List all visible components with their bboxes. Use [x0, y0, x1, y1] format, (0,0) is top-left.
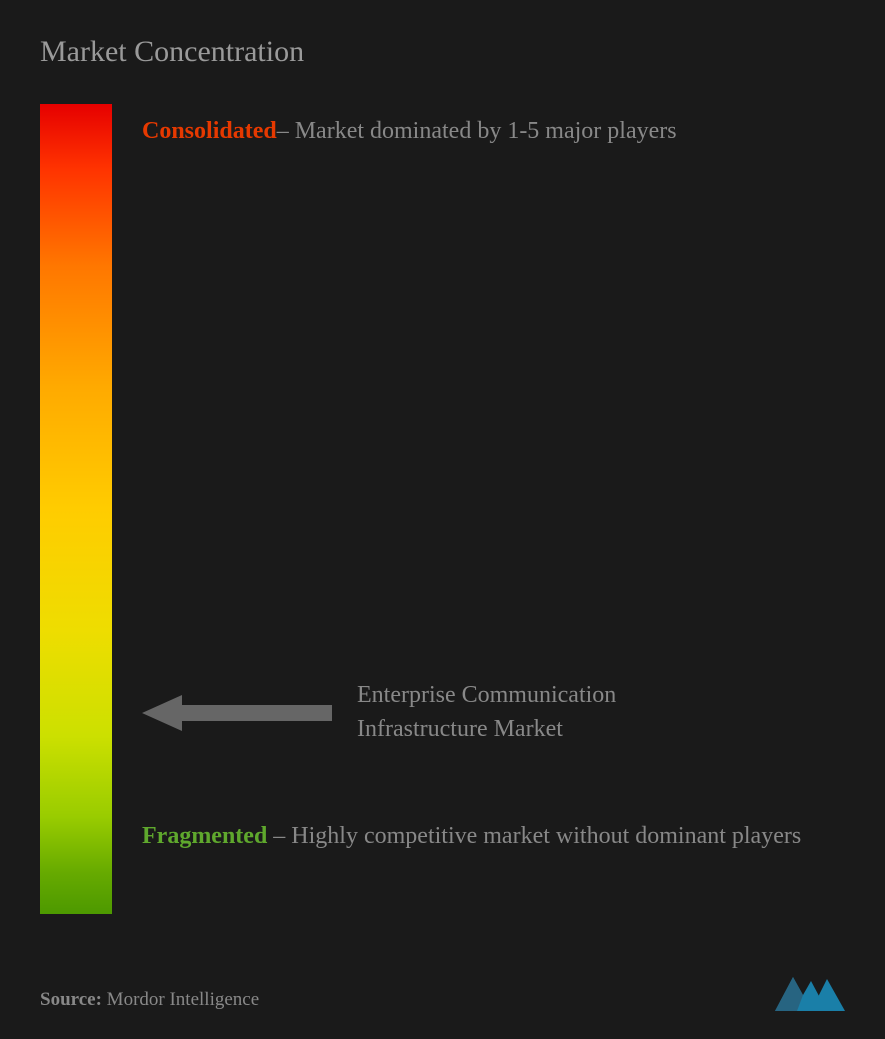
market-name-label: Enterprise Communication Infrastructure …: [357, 679, 737, 746]
footer: Source: Mordor Intelligence: [40, 969, 845, 1011]
arrow-left-icon: [142, 693, 332, 733]
consolidated-description: – Market dominated by 1-5 major players: [277, 118, 677, 144]
main-area: Consolidated– Market dominated by 1-5 ma…: [40, 104, 845, 924]
infographic-container: Market Concentration Consolidated– Marke…: [0, 0, 885, 1039]
fragmented-label: Fragmented: [142, 823, 267, 849]
fragmented-block: Fragmented – Highly competitive market w…: [142, 814, 835, 860]
consolidated-label: Consolidated: [142, 118, 277, 144]
concentration-gradient-bar: [40, 104, 112, 914]
mordor-logo-icon: [775, 969, 845, 1011]
market-position-marker: Enterprise Communication Infrastructure …: [142, 679, 737, 746]
consolidated-block: Consolidated– Market dominated by 1-5 ma…: [142, 109, 835, 155]
labels-area: Consolidated– Market dominated by 1-5 ma…: [112, 104, 845, 924]
source-attribution: Source: Mordor Intelligence: [40, 989, 259, 1011]
fragmented-description: – Highly competitive market without domi…: [267, 823, 801, 849]
page-title: Market Concentration: [40, 35, 845, 69]
source-value: Mordor Intelligence: [102, 989, 259, 1010]
source-label: Source:: [40, 989, 102, 1010]
